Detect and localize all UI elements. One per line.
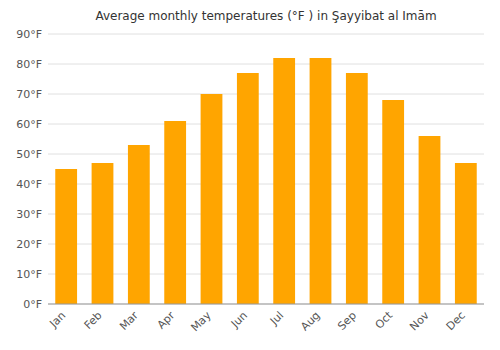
x-tick-label: Dec <box>444 309 468 333</box>
x-tick-label: Nov <box>407 309 432 334</box>
grid-line <box>48 34 484 35</box>
x-tick-label: Jul <box>267 309 286 328</box>
x-axis-line <box>48 304 484 305</box>
y-tick-label: 40°F <box>16 178 42 191</box>
grid-line <box>48 304 484 305</box>
chart: Average monthly temperatures (°F ) in Ş̣… <box>0 0 500 350</box>
grid-line <box>48 94 484 95</box>
bar <box>310 58 332 304</box>
bar <box>92 163 114 304</box>
x-tick-label: Jan <box>46 309 68 331</box>
x-axis: Jan Feb Mar Apr May Jun Jul Aug Sep Oct Nov Dec <box>46 308 468 334</box>
y-tick-label: 80°F <box>16 58 42 71</box>
bar <box>455 163 477 304</box>
bar <box>164 121 186 304</box>
y-axis: 0°F 10°F 20°F 30°F 40°F 50°F 60°F 70°F 80°F 90°F <box>16 28 42 311</box>
x-tick-label: Jun <box>228 309 250 331</box>
y-tick-label: 0°F <box>23 298 42 311</box>
y-tick-label: 10°F <box>16 268 42 281</box>
x-tick-label: Oct <box>373 308 396 331</box>
y-tick-label: 70°F <box>16 88 42 101</box>
chart-container: Average monthly temperatures (°F ) in Ş̣… <box>0 0 500 350</box>
bar <box>419 136 441 304</box>
y-grid <box>48 34 484 304</box>
y-tick-label: 50°F <box>16 148 42 161</box>
bar <box>382 100 404 304</box>
bar <box>273 58 295 304</box>
x-tick-label: May <box>188 309 214 335</box>
bar <box>346 73 368 304</box>
x-tick-label: Mar <box>117 309 141 333</box>
y-tick-label: 30°F <box>16 208 42 221</box>
bar <box>201 94 223 304</box>
y-tick-label: 20°F <box>16 238 42 251</box>
grid-line <box>48 124 484 125</box>
title: Average monthly temperatures (°F ) in Ş̣… <box>95 9 436 23</box>
bars <box>55 58 476 304</box>
x-tick-label: Sep <box>335 309 359 333</box>
bar <box>128 145 150 304</box>
bar <box>237 73 259 304</box>
grid-line <box>48 64 484 65</box>
y-tick-label: 60°F <box>16 118 42 131</box>
x-tick-label: Feb <box>82 309 105 332</box>
x-tick-label: Aug <box>298 309 322 333</box>
y-tick-label: 90°F <box>16 28 42 41</box>
bar <box>55 169 77 304</box>
x-tick-label: Apr <box>155 309 178 332</box>
